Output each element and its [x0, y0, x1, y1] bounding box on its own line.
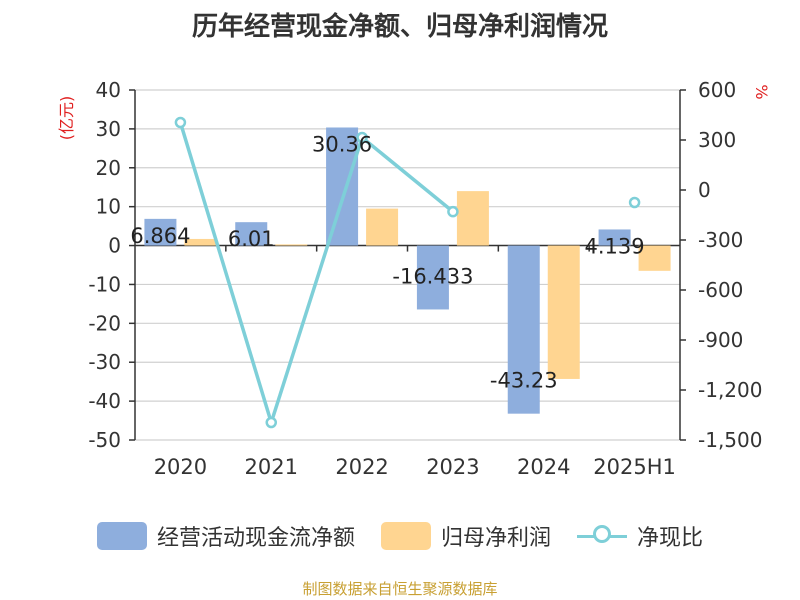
legend-swatch-net-profit: [380, 522, 431, 550]
data-label-operating-cash: 30.36: [312, 132, 372, 156]
y-left-tick-label: -10: [88, 272, 121, 296]
legend: 经营活动现金流净额 归母净利润 净现比: [0, 516, 800, 556]
bar-net-profit: [638, 245, 671, 271]
bar-operating-cash: [326, 127, 359, 246]
data-label-operating-cash: 6.01: [228, 227, 275, 251]
x-tick-label: 2022: [335, 455, 388, 479]
y-left-tick-label: -40: [88, 389, 121, 413]
line-ratio-segment: [360, 136, 455, 214]
y-left-tick-label: 20: [96, 156, 121, 180]
bar-net-profit: [366, 208, 399, 246]
y-right-tick-label: -1,200: [698, 378, 762, 402]
bar-operating-cash: [144, 218, 177, 246]
line-ratio-segment: [178, 121, 273, 424]
y-left-tick-label: 0: [108, 234, 121, 258]
y-left-tick-label: -30: [88, 350, 121, 374]
bar-net-profit: [184, 238, 217, 246]
data-label-operating-cash: 4.139: [585, 234, 645, 258]
bar-operating-cash: [598, 229, 631, 246]
y-left-tick-label: 10: [96, 195, 121, 219]
legend-item-net-profit[interactable]: 归母净利润: [380, 520, 551, 552]
legend-item-operating-cash[interactable]: 经营活动现金流净额: [96, 520, 355, 552]
y-left-tick-label: 40: [96, 78, 121, 102]
bar-operating-cash: [507, 245, 540, 414]
data-label-operating-cash: -16.433: [392, 264, 473, 288]
y-right-tick-label: -300: [698, 228, 743, 252]
legend-item-ratio[interactable]: 净现比: [577, 520, 703, 552]
y-right-tick-label: -900: [698, 328, 743, 352]
legend-label: 经营活动现金流净额: [156, 526, 355, 551]
y-left-unit: (亿元): [57, 96, 76, 141]
data-label-operating-cash: 6.864: [130, 224, 190, 248]
point-ratio: [447, 205, 459, 218]
bar-operating-cash: [416, 245, 449, 310]
x-tick-label: 2020: [154, 455, 207, 479]
y-right-tick-label: -600: [698, 278, 743, 302]
y-right-tick-label: 300: [698, 128, 736, 152]
bar-net-profit: [547, 245, 580, 379]
chart-title: 历年经营现金净额、归母净利润情况: [191, 12, 608, 42]
legend-swatch-ratio: [577, 522, 627, 550]
source-note: 制图数据来自恒生聚源数据库: [302, 580, 498, 598]
y-left-tick-label: 30: [96, 117, 121, 141]
x-tick-label: 2025H1: [593, 455, 676, 479]
y-right-tick-label: 0: [698, 178, 711, 202]
point-ratio: [174, 116, 187, 129]
legend-swatch-operating-cash: [96, 522, 147, 550]
point-ratio: [628, 196, 641, 209]
data-label-operating-cash: -43.23: [490, 369, 558, 393]
line-ratio-segment: [269, 136, 364, 424]
point-ratio: [356, 131, 368, 144]
bar-net-profit: [275, 244, 308, 246]
x-tick-label: 2021: [245, 455, 298, 479]
y-right-tick-label: -1,500: [698, 428, 762, 452]
legend-label: 归母净利润: [440, 526, 551, 551]
bar-operating-cash: [235, 222, 268, 246]
bar-net-profit: [456, 191, 489, 246]
y-right-tick-label: 600: [698, 78, 736, 102]
y-left-tick-label: -20: [88, 311, 121, 335]
legend-label: 净现比: [637, 526, 704, 551]
x-tick-label: 2024: [517, 455, 570, 479]
point-ratio: [265, 416, 277, 429]
y-left-tick-label: -50: [88, 428, 121, 452]
x-tick-label: 2023: [426, 455, 479, 479]
y-right-unit: %: [752, 84, 771, 99]
